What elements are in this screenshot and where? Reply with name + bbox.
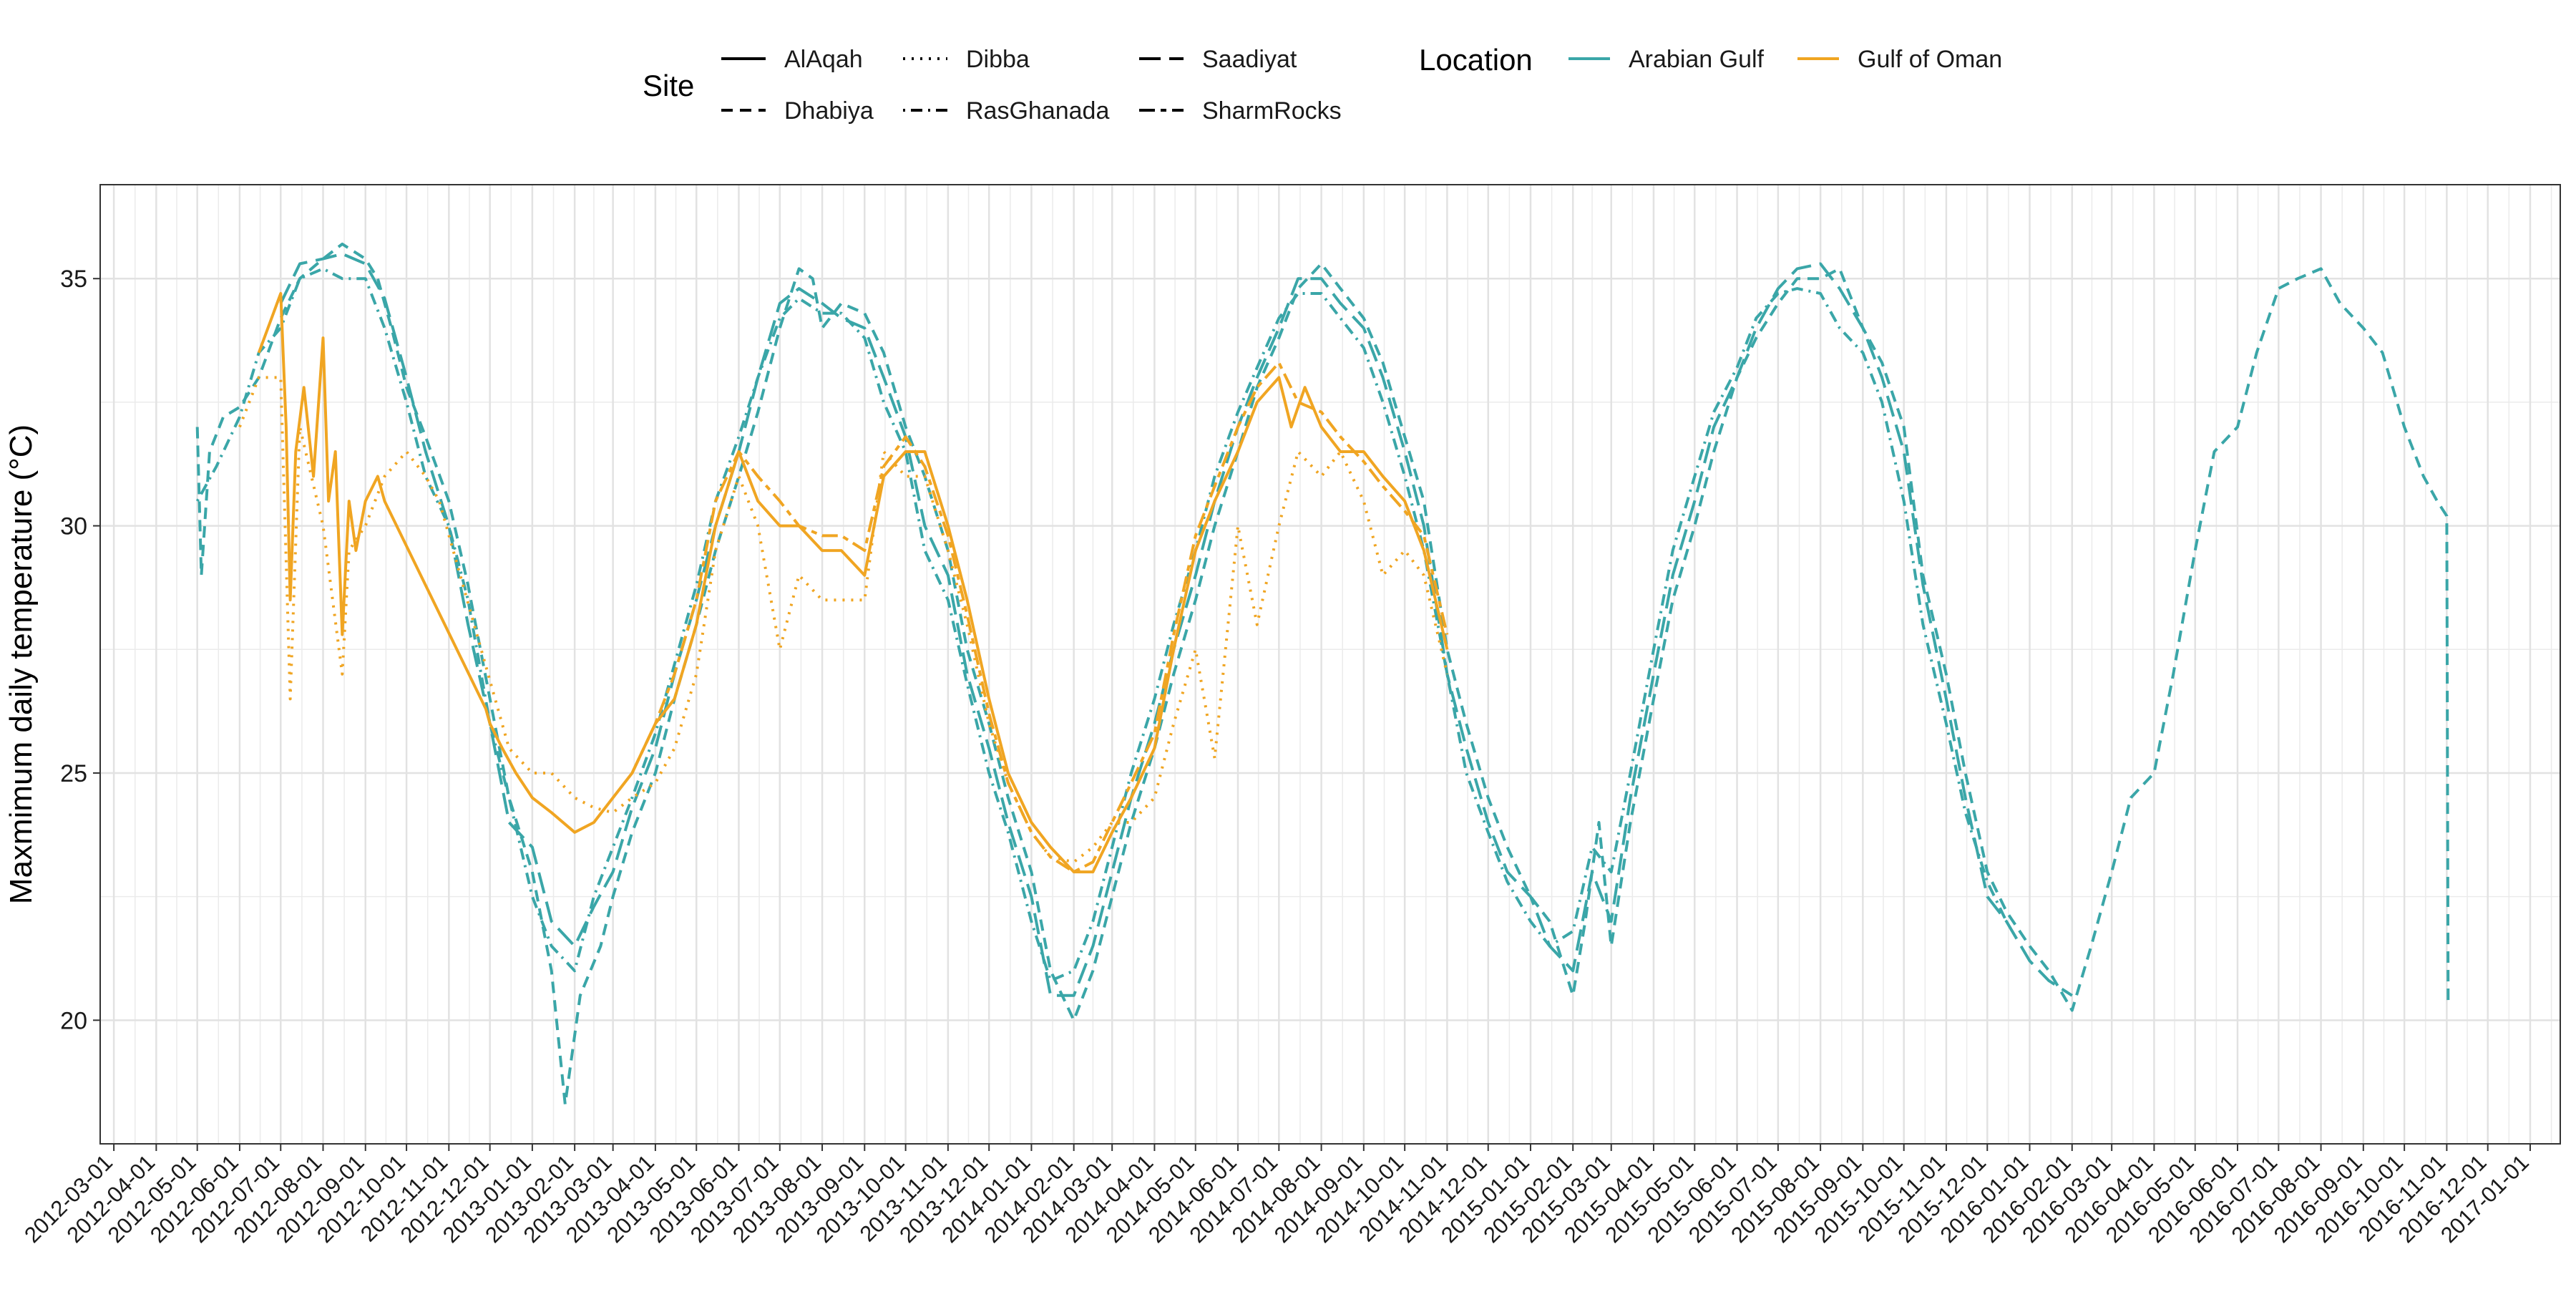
series-line-sharmrocks (630, 361, 1449, 874)
y-axis: 20 25 30 35 (60, 266, 100, 1034)
y-tick-label: 20 (60, 1007, 87, 1034)
legend-site-title: Site (643, 69, 694, 102)
y-tick-label: 30 (60, 513, 87, 540)
series-line-dhabiya (195, 242, 2450, 1106)
series-line-rasghanada (195, 267, 2008, 983)
legend-label-sharmrocks: SharmRocks (1202, 97, 1342, 125)
legend-label-dhabiya: Dhabiya (784, 97, 874, 125)
legend-locations: Arabian Gulf Gulf of Oman (1568, 46, 2002, 73)
series-line-alaqah (257, 292, 1449, 874)
legend-label-alaqah: AlAqah (784, 46, 863, 73)
legend-location-label: Arabian Gulf (1629, 46, 1765, 73)
legend: Site Location AlAqah Dibba Saadiyat Dhabiya… (643, 43, 2002, 125)
y-axis-label: Maxmimum daily temperature (°C) (4, 424, 39, 904)
legend-label-saadiyat: Saadiyat (1202, 46, 1297, 73)
y-tick-label: 35 (60, 266, 87, 293)
series-layer (195, 242, 2450, 1106)
y-tick-label: 25 (60, 760, 87, 787)
legend-label-dibba: Dibba (966, 46, 1030, 73)
legend-location-title: Location (1419, 43, 1533, 77)
legend-label-rasghanada: RasGhanada (966, 97, 1109, 125)
legend-location-label: Gulf of Oman (1858, 46, 2002, 73)
panel-border (99, 184, 2561, 1145)
legend-sites: AlAqah Dibba Saadiyat Dhabiya RasGhanada Shar… (721, 46, 1342, 125)
